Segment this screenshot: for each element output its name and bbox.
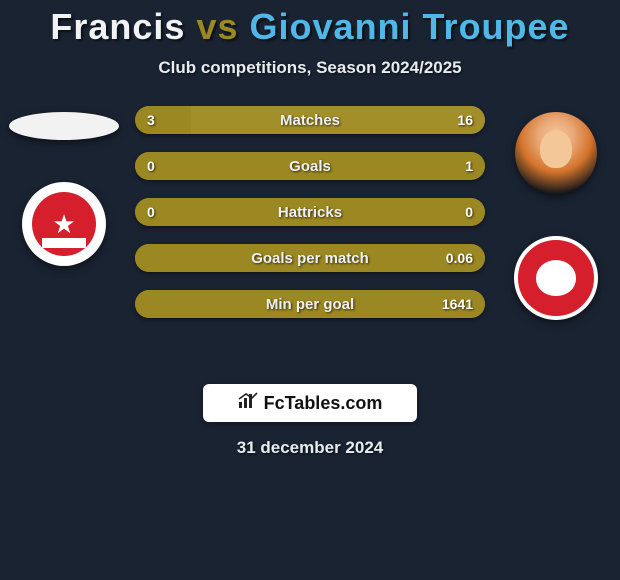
brand-text: FcTables.com (264, 393, 383, 414)
stat-value-right: 0.06 (446, 250, 473, 266)
player1-club-badge: ★ (22, 182, 106, 266)
right-column (496, 112, 616, 320)
subtitle: Club competitions, Season 2024/2025 (0, 58, 620, 78)
stat-bar: 0Hattricks0 (135, 198, 485, 226)
player1-name: Francis (50, 6, 185, 47)
stats-bars: 3Matches160Goals10Hattricks0Goals per ma… (135, 106, 485, 318)
stat-bar: Goals per match0.06 (135, 244, 485, 272)
stat-label: Goals per match (135, 250, 485, 267)
stat-value-right: 1 (465, 158, 473, 174)
date-label: 31 december 2024 (0, 438, 620, 458)
chart-icon (238, 392, 258, 415)
player2-club-badge (514, 236, 598, 320)
brand-badge: FcTables.com (203, 384, 417, 422)
page-title: Francis vs Giovanni Troupee (0, 6, 620, 48)
left-column: ★ (4, 112, 124, 266)
stat-bar: Min per goal1641 (135, 290, 485, 318)
player1-avatar (9, 112, 119, 140)
stat-label: Goals (135, 158, 485, 175)
comparison-card: Francis vs Giovanni Troupee Club competi… (0, 0, 620, 458)
vs-label: vs (196, 6, 238, 47)
player2-name: Giovanni Troupee (250, 6, 570, 47)
comparison-area: ★ 3Matches160Goals10Hattricks0Goals per … (0, 104, 620, 364)
stat-value-right: 16 (457, 112, 473, 128)
stat-label: Matches (135, 112, 485, 129)
stat-bar: 3Matches16 (135, 106, 485, 134)
player2-avatar (515, 112, 597, 194)
stat-value-right: 1641 (442, 296, 473, 312)
stat-label: Hattricks (135, 204, 485, 221)
stat-bar: 0Goals1 (135, 152, 485, 180)
stat-label: Min per goal (135, 296, 485, 313)
stat-value-right: 0 (465, 204, 473, 220)
